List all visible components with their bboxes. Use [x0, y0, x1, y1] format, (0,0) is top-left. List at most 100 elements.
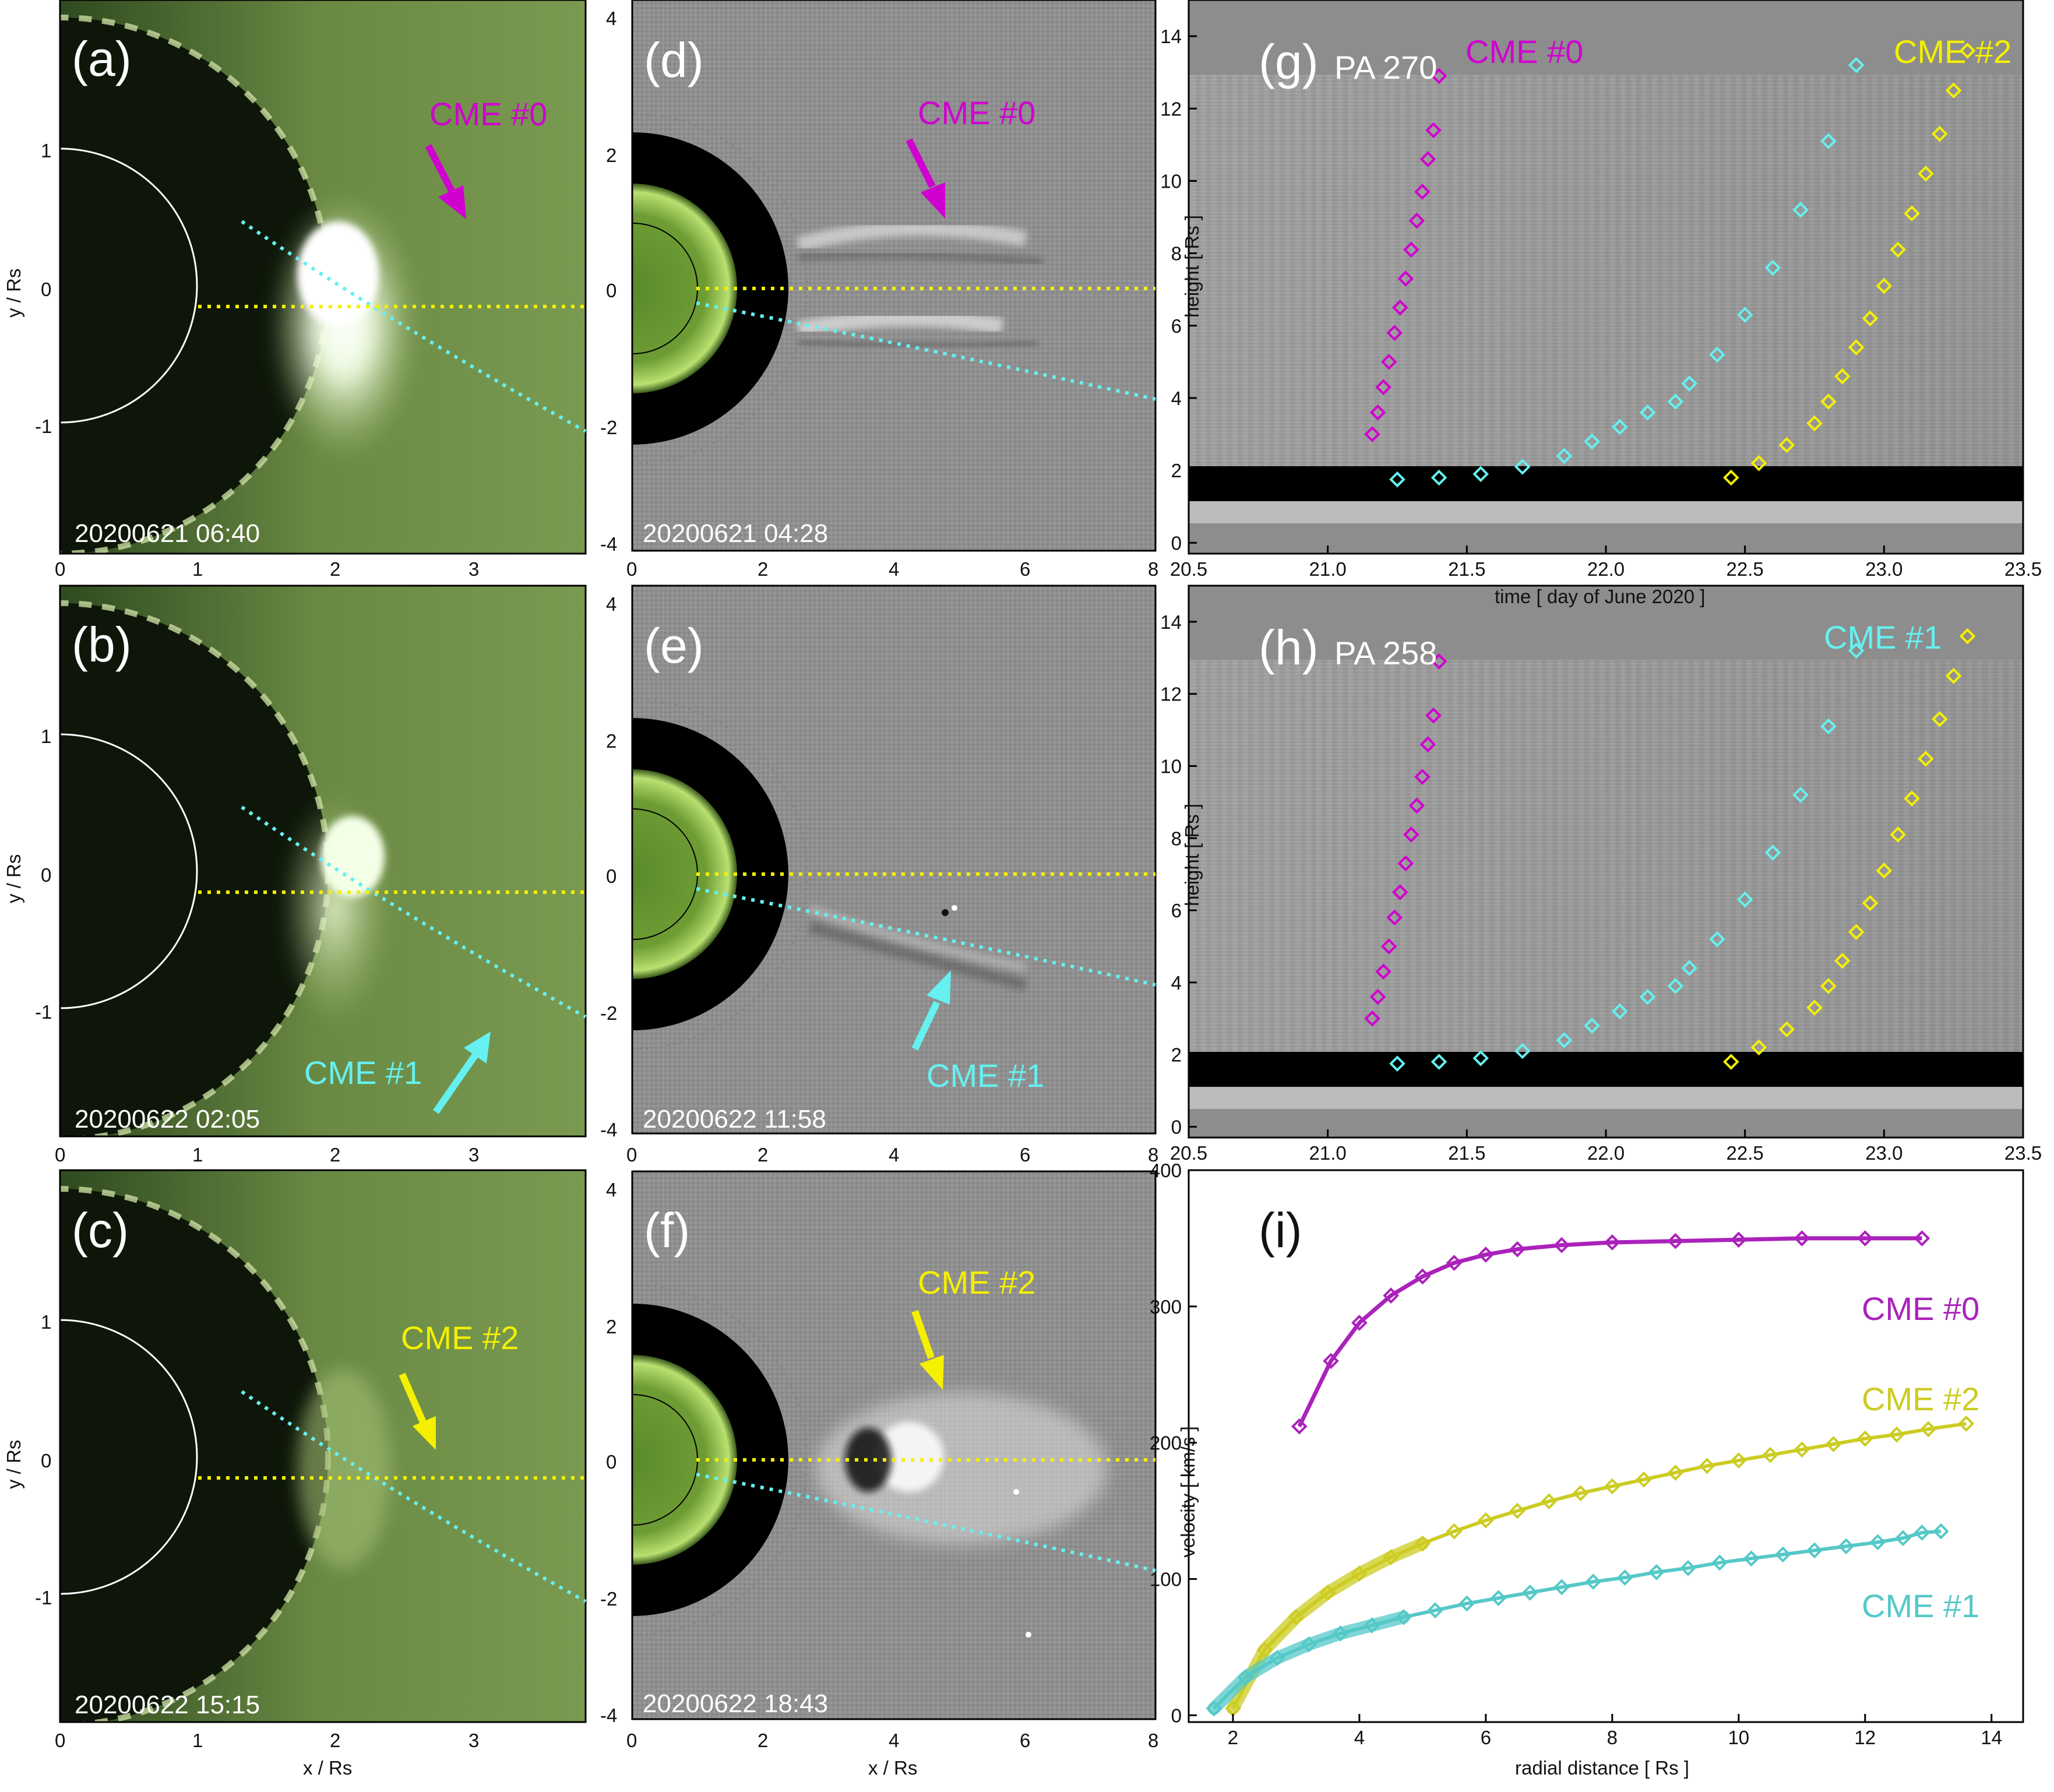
jmap-0-ytick-4: 8 [1171, 243, 1182, 265]
velocity-s1-point-18 [1794, 1441, 1810, 1458]
timestamp-e: 20200622 11:58 [643, 1105, 826, 1133]
jmap-0-s1-point-9 [1681, 375, 1698, 392]
jmap-1-s2-point-5 [1834, 952, 1851, 969]
jmap-0-s0-point-0 [1364, 426, 1380, 442]
left-axes: 1 0 -1 y / Rs 1 0 -1 y / Rs 1 0 -1 y / R… [3, 140, 479, 1779]
ytick-e-m2: -2 [600, 1002, 617, 1024]
panel-label-d: (d) [644, 33, 704, 87]
xlabel-i: radial distance [ Rs ] [1515, 1757, 1689, 1779]
jmap-0-xtick-4: 22.5 [1727, 558, 1764, 580]
jmap-1-s2-point-7 [1862, 895, 1879, 911]
jmap-0-xtick-1: 21.0 [1309, 558, 1347, 580]
jmap-0-xtick-2: 21.5 [1448, 558, 1485, 580]
cme-label-g0: CME #0 [1465, 33, 1583, 70]
jmap-1-s0-point-12 [1431, 653, 1447, 670]
cme-arrow-e [911, 970, 951, 1051]
cme-arrow-b [433, 1031, 491, 1114]
xtick-d-8: 8 [1148, 558, 1158, 580]
panel-f: (f) 20200622 18:43 CME #2 [631, 1170, 1157, 1720]
jmap-1-ytick-2: 4 [1171, 972, 1182, 994]
jmap-1-ytick-7: 14 [1160, 611, 1182, 633]
jmap-1-s1-point-10 [1709, 931, 1725, 948]
jmap-0-ytick-7: 14 [1160, 26, 1182, 47]
velocity-s2-point-17 [1743, 1550, 1760, 1567]
velocity-s2-point-12 [1585, 1573, 1602, 1590]
velocity-s2-point-9 [1490, 1590, 1507, 1607]
vel-xtick-1: 4 [1354, 1727, 1365, 1748]
jmap-h-bottom-band [1189, 1087, 2023, 1109]
xtick-f-8: 8 [1148, 1730, 1158, 1751]
jmap-0-s0-point-1 [1369, 404, 1386, 421]
velocity-s0-point-12 [1794, 1230, 1810, 1247]
jmap-1-s0-point-11 [1425, 707, 1442, 724]
ylabel-b: y / Rs [3, 854, 24, 903]
velocity-s0-point-6 [1478, 1247, 1494, 1263]
xtick-e-8: 8 [1148, 1144, 1158, 1166]
jmap-g-xaxis: time [ day of June 2020 ] [1495, 586, 1705, 607]
velocity-s0-point-9 [1604, 1234, 1620, 1251]
jmap-1-s1-point-7 [1639, 988, 1656, 1005]
ytick-b-0: 0 [41, 864, 51, 886]
xtick-f-0: 0 [626, 1730, 637, 1751]
jmap-0-ytick-2: 4 [1171, 388, 1182, 409]
ytick-f-m4: -4 [600, 1705, 617, 1726]
velocity-s2-point-0 [1206, 1700, 1222, 1717]
ytick-d-4: 4 [606, 8, 616, 29]
left-xaxis-a: 0 1 2 3 [55, 558, 479, 580]
jmap-0-s0-point-9 [1414, 184, 1431, 200]
left-yaxis-c: 1 0 -1 y / Rs [3, 1311, 52, 1608]
cme-label-a: CME #0 [429, 96, 547, 132]
jmap-1-s1-point-9 [1681, 960, 1698, 976]
ylabel-i: velocity [ km/s ] [1177, 1426, 1199, 1558]
jmap-0-s2-point-7 [1862, 310, 1879, 327]
cme-label-e: CME #1 [926, 1057, 1044, 1094]
velocity-s0-point-8 [1553, 1237, 1570, 1254]
velocity-s2-point-6 [1396, 1609, 1412, 1625]
panel-i: 2 4 6 8 10 12 14 0 100 200 300 400 (i) CME #0 CME #… [1150, 1160, 2024, 1779]
velocity-s1-point-13 [1636, 1471, 1652, 1488]
vel-ytick-1: 100 [1150, 1568, 1182, 1590]
vel-xtick-4: 10 [1728, 1727, 1749, 1748]
vel-xtick-0: 2 [1228, 1727, 1238, 1748]
xtick-d-6: 6 [1020, 558, 1030, 580]
jmap-0-s0-point-8 [1408, 212, 1425, 229]
velocity-s1-point-21 [1889, 1426, 1905, 1443]
xtick-e-6: 6 [1020, 1144, 1030, 1166]
mid-xaxis-f: 0 2 4 6 8 x / Rs [626, 1730, 1158, 1779]
jmap-0-s2-point-6 [1848, 339, 1865, 355]
velocity-s2-point-19 [1806, 1542, 1823, 1559]
velocity-s1-point-5 [1383, 1549, 1399, 1565]
velocity-s1-point-16 [1730, 1452, 1747, 1469]
cme-label-f: CME #2 [918, 1264, 1035, 1301]
ytick-e-m4: -4 [600, 1119, 617, 1140]
timestamp-a: 20200621 06:40 [75, 519, 260, 548]
jmap-g-occulter [1189, 466, 2023, 501]
jmap-1-s1-point-5 [1584, 1018, 1600, 1034]
jmap-0-s1-point-7 [1639, 404, 1656, 421]
left-xaxis-c: 0 1 2 3 x / Rs [55, 1730, 479, 1779]
jmap-0-s1-point-12 [1764, 259, 1781, 276]
xtick-d-2: 2 [758, 558, 768, 580]
ytick-d-0: 0 [606, 280, 616, 301]
velocity-s2-point-23 [1914, 1525, 1930, 1541]
jmap-0-s2-point-10 [1904, 205, 1920, 222]
vel-xtick-3: 8 [1607, 1727, 1618, 1748]
cme-label-c: CME #2 [401, 1319, 519, 1356]
jmap-h-marks [1364, 628, 1976, 1072]
ytick-c-m1: -1 [35, 1587, 52, 1608]
xtick-b-0: 0 [55, 1144, 65, 1166]
velocity-s2-point-22 [1895, 1530, 1911, 1547]
xtick-f-4: 4 [889, 1730, 899, 1751]
panel-c: (c) 20200622 15:15 CME #2 [59, 1169, 587, 1723]
velocity-s2-point-10 [1521, 1585, 1538, 1601]
velocity-s0-point-14 [1914, 1230, 1930, 1247]
jmap-0-s2-point-13 [1945, 82, 1962, 99]
ytick-d-2: 2 [606, 145, 616, 166]
panel-label-e: (e) [644, 618, 704, 673]
panel-g: (g) PA 270 CME #0 CME #2 [1188, 0, 2024, 555]
ytick-a-1: 1 [41, 140, 51, 161]
jmap-1-xtick-5: 23.0 [1865, 1142, 1902, 1164]
jmap-1-ytick-4: 8 [1171, 828, 1182, 849]
xtick-f-6: 6 [1020, 1730, 1030, 1751]
vel-xtick-5: 12 [1854, 1727, 1876, 1748]
